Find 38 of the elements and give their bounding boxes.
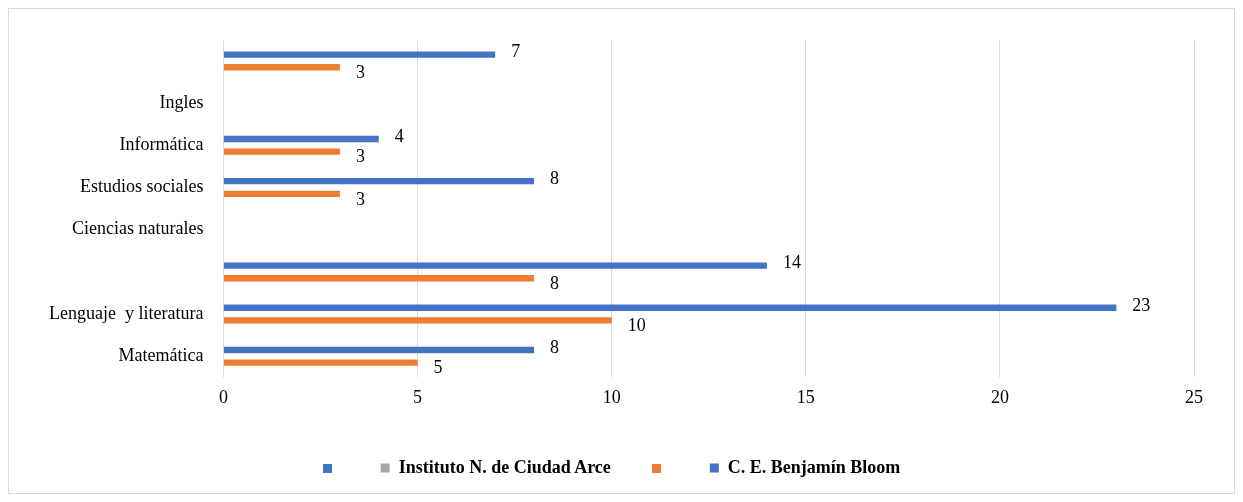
data-label: 10 [627,315,646,336]
y-tick-label: Ciencias naturales [71,218,204,239]
y-tick-label: Estudios sociales [79,176,204,197]
data-label: 4 [394,125,404,146]
bar [223,304,1117,311]
data-label: 3 [355,188,365,209]
bar [223,51,496,58]
data-label: 23 [1132,294,1151,315]
bar [223,317,612,324]
bar [223,190,340,197]
x-tick-label: 5 [413,386,423,407]
bar [223,275,535,282]
bar [223,135,379,143]
data-label: 3 [355,146,365,167]
x-tick-label: 20 [990,386,1009,407]
data-label: 3 [355,61,365,82]
data-label: 8 [550,272,560,293]
data-label: 5 [433,357,443,378]
x-tick-label: 0 [218,386,228,407]
legend-label: Instituto N. de Ciudad Arce [398,456,611,477]
x-tick-label: 15 [796,386,815,407]
y-tick-label: Matemática [118,345,204,366]
legend-label: C. E. Benjamín Bloom [727,456,901,477]
y-tick-label: Informática [119,134,204,155]
bar [223,178,535,185]
bar [223,359,418,366]
bar [223,262,767,269]
bar [223,346,535,354]
data-label: 14 [782,252,801,273]
data-label: 8 [550,167,560,188]
bar [223,64,340,71]
data-label: 7 [511,41,521,62]
x-tick-label: 25 [1185,386,1203,407]
data-label: 8 [550,336,560,357]
bar [223,148,340,155]
y-tick-label: Lenguaje y literatura [48,302,204,323]
y-tick-label: Ingles [159,91,204,112]
x-tick-label: 10 [602,386,621,407]
